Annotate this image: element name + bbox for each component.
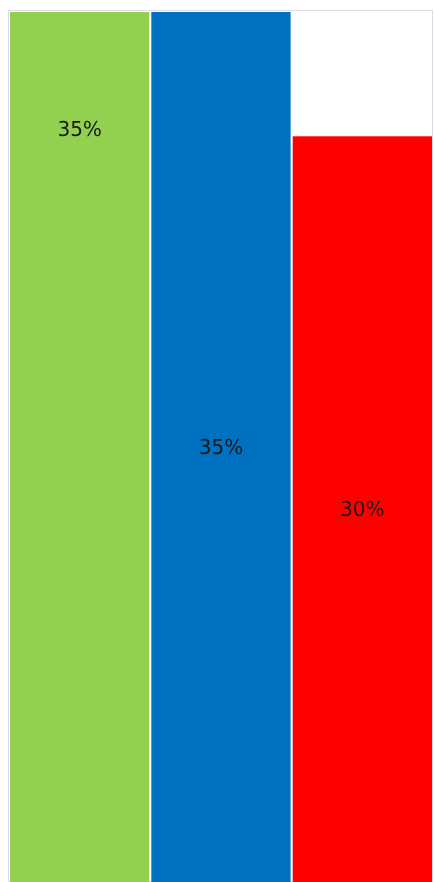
bar-1-label: 35% [57,117,101,141]
bar-2-label: 35% [199,435,243,459]
bar-1 [10,12,150,882]
bar-3 [292,136,432,882]
bars-layer [10,12,432,882]
bar-3-label: 30% [340,497,384,521]
bar-2 [151,12,291,882]
labels-layer: 35% 35% 30% [57,117,384,521]
